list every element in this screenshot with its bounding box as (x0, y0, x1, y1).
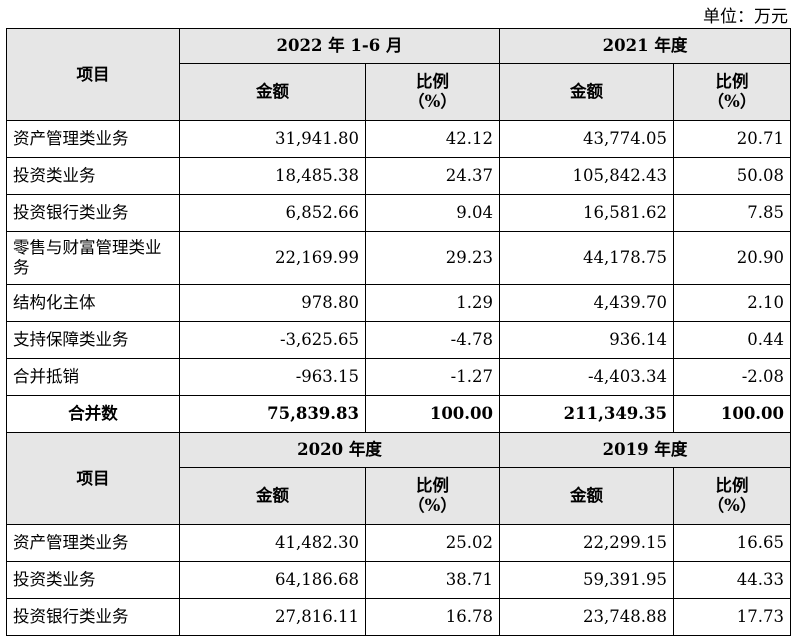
ratio-cell: -2.08 (672, 358, 792, 396)
amount-cell: 64,186.68 (179, 561, 366, 599)
item-cell: 零售与财富管理类业务 (6, 231, 180, 285)
ratio-cell: 1.29 (365, 284, 500, 322)
amount-header: 金额 (179, 63, 366, 121)
ratio-header: 比例 （%） (365, 63, 500, 121)
table-row: 资产管理类业务 41,482.30 25.02 22,299.15 16.65 (6, 524, 792, 562)
ratio-label: 比例 (416, 476, 449, 495)
amount-cell: 6,852.66 (179, 194, 366, 232)
item-header: 项目 (6, 28, 180, 121)
table-row: 支持保障类业务 -3,625.65 -4.78 936.14 0.44 (6, 321, 792, 359)
amount-cell: 59,391.95 (499, 561, 674, 599)
unit-label: 单位：万元 (703, 7, 788, 27)
amount-cell: 105,842.43 (499, 157, 674, 195)
amount-cell: 44,178.75 (499, 231, 674, 285)
table-row: 合并抵销 -963.15 -1.27 -4,403.34 -2.08 (6, 358, 792, 396)
amount-cell: 22,169.99 (179, 231, 366, 285)
amount-cell: -963.15 (179, 358, 366, 396)
ratio-cell: 100.00 (365, 395, 500, 433)
ratio-cell: 38.71 (365, 561, 500, 599)
ratio-header: 比例 （%） (672, 63, 792, 121)
period-header: 2021 年度 (498, 28, 792, 64)
ratio-cell: 100.00 (672, 395, 792, 433)
ratio-unit: （%） (408, 92, 457, 111)
period-header: 2022 年 1-6 月 (179, 28, 500, 64)
ratio-unit: （%） (707, 496, 757, 515)
period-header: 2019 年度 (498, 432, 792, 468)
table-row: 投资银行类业务 27,816.11 16.78 23,748.88 17.73 (6, 598, 792, 636)
item-cell: 投资类业务 (6, 157, 180, 195)
ratio-cell: 50.08 (672, 157, 792, 195)
table-row: 投资银行类业务 6,852.66 9.04 16,581.62 7.85 (6, 194, 792, 232)
ratio-cell: 42.12 (365, 120, 500, 158)
amount-cell: 22,299.15 (499, 524, 674, 562)
ratio-label: 比例 (416, 72, 449, 91)
ratio-cell: 24.37 (365, 157, 500, 195)
ratio-cell: -1.27 (365, 358, 500, 396)
period-header: 2020 年度 (179, 432, 500, 468)
ratio-cell: 20.71 (672, 120, 792, 158)
amount-cell: 23,748.88 (499, 598, 674, 636)
amount-cell: 211,349.35 (499, 395, 674, 433)
ratio-cell: -4.78 (365, 321, 500, 359)
total-label: 合并数 (6, 395, 180, 433)
item-header: 项目 (6, 432, 180, 525)
ratio-cell: 20.90 (672, 231, 792, 285)
ratio-cell: 16.78 (365, 598, 500, 636)
item-cell: 合并抵销 (6, 358, 180, 396)
amount-cell: -3,625.65 (179, 321, 366, 359)
amount-header: 金额 (179, 467, 366, 525)
item-cell: 资产管理类业务 (6, 120, 180, 158)
table-row: 投资类业务 18,485.38 24.37 105,842.43 50.08 (6, 157, 792, 195)
ratio-cell: 7.85 (672, 194, 792, 232)
item-cell: 资产管理类业务 (6, 524, 180, 562)
amount-cell: 4,439.70 (499, 284, 674, 322)
amount-cell: 31,941.80 (179, 120, 366, 158)
ratio-header: 比例 （%） (672, 467, 792, 525)
ratio-cell: 2.10 (672, 284, 792, 322)
table-row: 投资类业务 64,186.68 38.71 59,391.95 44.33 (6, 561, 792, 599)
table-subheader-row: 金额 比例 （%） 金额 比例 （%） (7, 63, 792, 121)
ratio-cell: 29.23 (365, 231, 500, 285)
ratio-header: 比例 （%） (365, 467, 500, 525)
amount-cell: -4,403.34 (499, 358, 674, 396)
amount-cell: 978.80 (179, 284, 366, 322)
amount-cell: 43,774.05 (499, 120, 674, 158)
ratio-unit: （%） (408, 496, 457, 515)
item-cell: 支持保障类业务 (6, 321, 180, 359)
revenue-table: 项目 2022 年 1-6 月 2021 年度 金额 比例 （%） 金额 比例 （%… (6, 28, 792, 636)
ratio-label: 比例 (715, 72, 749, 91)
ratio-cell: 25.02 (365, 524, 500, 562)
amount-header: 金额 (499, 467, 674, 525)
amount-cell: 27,816.11 (179, 598, 366, 636)
table-header-row: 项目 2022 年 1-6 月 2021 年度 (6, 28, 792, 121)
amount-cell: 75,839.83 (179, 395, 366, 433)
table-row: 资产管理类业务 31,941.80 42.12 43,774.05 20.71 (6, 120, 792, 158)
amount-cell: 41,482.30 (179, 524, 366, 562)
amount-header: 金额 (499, 63, 674, 121)
table-row: 结构化主体 978.80 1.29 4,439.70 2.10 (6, 284, 792, 322)
ratio-cell: 44.33 (672, 561, 792, 599)
amount-cell: 936.14 (499, 321, 674, 359)
total-row: 合并数 75,839.83 100.00 211,349.35 100.00 (6, 395, 792, 433)
ratio-cell: 0.44 (672, 321, 792, 359)
ratio-cell: 9.04 (365, 194, 500, 232)
amount-cell: 16,581.62 (499, 194, 674, 232)
table-header-row: 项目 2020 年度 2019 年度 (6, 432, 792, 525)
ratio-unit: （%） (707, 92, 757, 111)
ratio-cell: 16.65 (672, 524, 792, 562)
item-cell: 投资银行类业务 (6, 598, 180, 636)
amount-cell: 18,485.38 (179, 157, 366, 195)
table-row: 零售与财富管理类业务 22,169.99 29.23 44,178.75 20.… (6, 231, 792, 285)
item-cell: 结构化主体 (6, 284, 180, 322)
item-cell: 投资类业务 (6, 561, 180, 599)
ratio-label: 比例 (715, 476, 749, 495)
table-subheader-row: 金额 比例 （%） 金额 比例 （%） (7, 467, 792, 525)
ratio-cell: 17.73 (672, 598, 792, 636)
item-cell: 投资银行类业务 (6, 194, 180, 232)
